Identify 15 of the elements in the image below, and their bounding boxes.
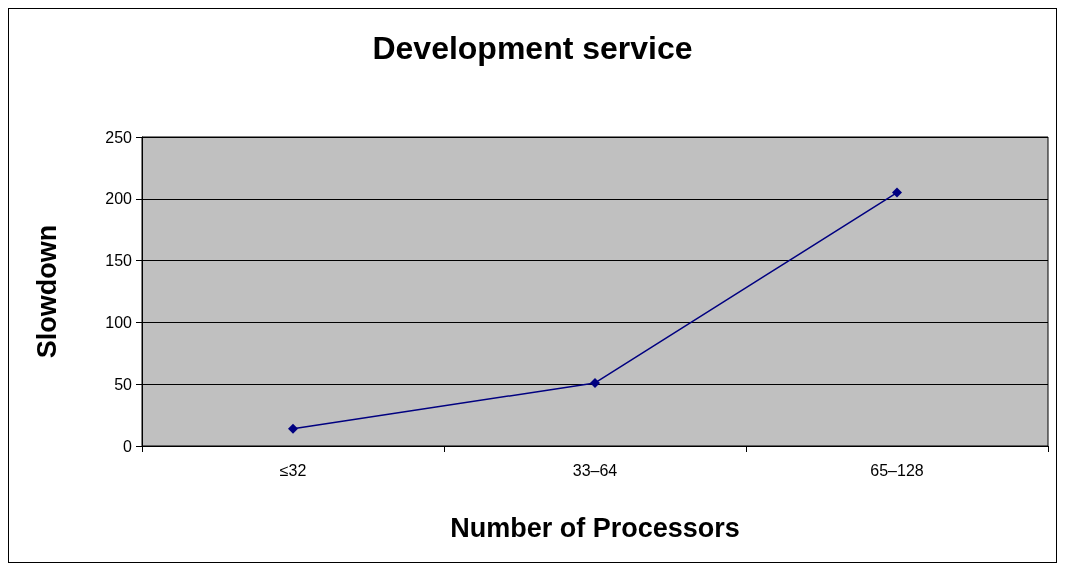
x-tick-label: ≤32 (279, 461, 307, 479)
y-tick-label: 200 (105, 190, 133, 208)
x-tick-label: 33–64 (572, 461, 618, 479)
point (590, 377, 600, 388)
x-tick-label: 65–128 (870, 461, 924, 479)
y-axis-title: Slowdown (31, 224, 62, 359)
y-tick-label: 100 (105, 313, 133, 331)
point (892, 187, 902, 198)
y-tick-label: 150 (105, 252, 133, 270)
y-tick-label: 250 (105, 128, 133, 146)
chart-title: Development service (372, 30, 693, 66)
y-tick-label: 50 (114, 375, 133, 393)
point (288, 423, 298, 434)
y-tick-label: 0 (123, 437, 133, 455)
x-axis-title: Number of Processors (450, 512, 740, 543)
